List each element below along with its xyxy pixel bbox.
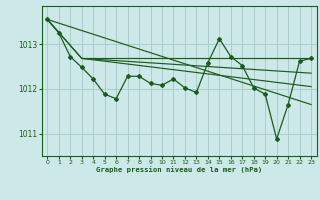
X-axis label: Graphe pression niveau de la mer (hPa): Graphe pression niveau de la mer (hPa) — [96, 167, 262, 173]
